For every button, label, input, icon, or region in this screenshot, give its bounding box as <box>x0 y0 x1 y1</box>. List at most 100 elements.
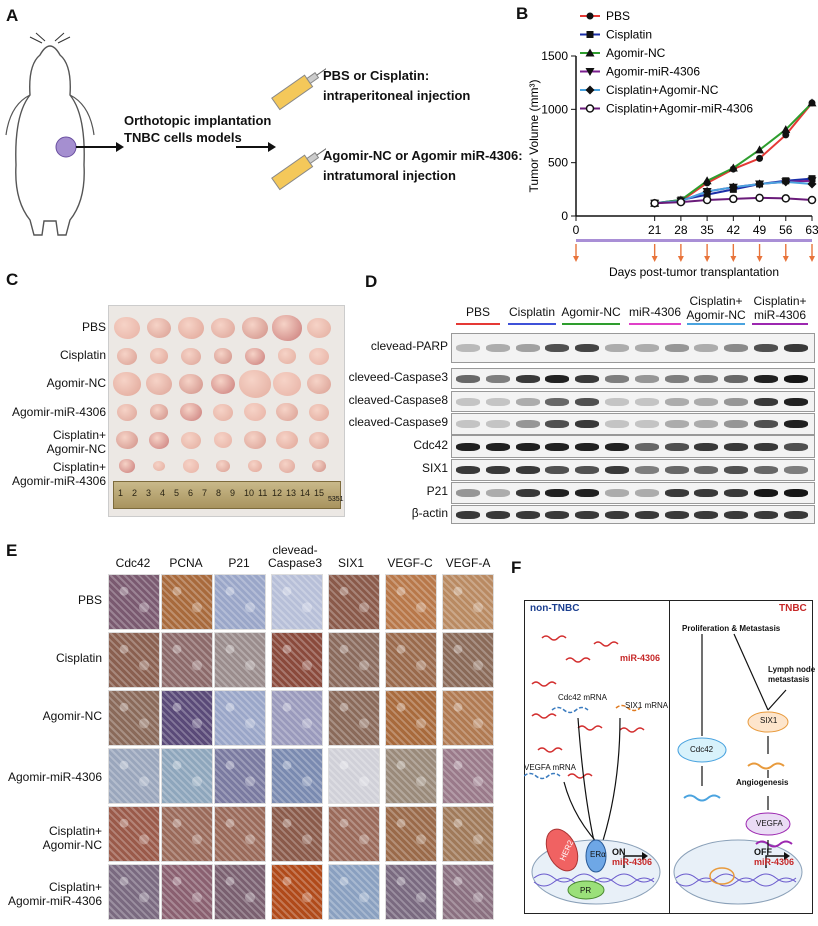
data-point <box>676 197 686 207</box>
treat1-text-1: PBS or Cisplatin: <box>323 68 430 83</box>
legend-entry: Agomir-NC <box>606 46 666 60</box>
blot-band <box>485 510 510 519</box>
f-six1-mrna: SIX1 mRNA <box>625 701 669 710</box>
blot-band <box>515 466 540 474</box>
ihc-image <box>328 806 380 862</box>
tumor-sample <box>244 402 266 422</box>
blot-band <box>485 489 510 497</box>
legend-entry: Cisplatin+Agomir-miR-4306 <box>606 102 753 116</box>
blot-band <box>456 442 480 451</box>
panel-label-e: E <box>6 541 18 560</box>
panel-label-f: F <box>511 558 522 577</box>
blot-band <box>634 442 659 451</box>
y-tick-label: 1000 <box>541 102 568 116</box>
ruler-number: 9 <box>230 488 236 498</box>
data-point <box>702 186 712 196</box>
tumor-sample <box>150 404 168 420</box>
ihc-image <box>271 632 323 688</box>
ruler-number: 13 <box>286 488 297 498</box>
blot-band <box>545 344 570 352</box>
panel-label-a: A <box>6 6 19 25</box>
ihc-image <box>271 574 323 630</box>
panel-label-c: C <box>6 270 19 289</box>
blot-band <box>456 466 480 474</box>
blot-band <box>605 489 629 497</box>
ihc-image <box>161 632 213 688</box>
blot-band <box>754 420 778 428</box>
ihc-image <box>271 864 323 920</box>
x-tick-label: 28 <box>674 223 688 237</box>
blot-group-underline <box>752 323 808 325</box>
blot-band <box>605 374 629 383</box>
blot-band <box>605 466 629 474</box>
y-tick-label: 1500 <box>541 49 568 63</box>
data-point <box>728 182 738 192</box>
data-point <box>728 163 738 172</box>
blot-band <box>605 344 629 352</box>
ruler-number: 10 <box>244 488 255 498</box>
data-point <box>755 145 765 154</box>
ihc-image <box>108 748 160 804</box>
blot-band <box>724 374 749 383</box>
blot-band <box>634 397 659 406</box>
blot-band <box>545 489 570 497</box>
x-tick-label: 21 <box>648 223 662 237</box>
tumor-sample <box>213 403 233 421</box>
tumor-sample <box>180 402 202 422</box>
blot-band <box>783 344 808 352</box>
blot-band <box>694 442 719 451</box>
tumor-sample <box>150 348 168 364</box>
ihc-image <box>161 748 213 804</box>
ruler-number: 11 <box>258 488 268 498</box>
blot-band <box>575 489 600 497</box>
ihc-image <box>442 632 494 688</box>
ihc-image <box>385 806 437 862</box>
blot-band <box>724 420 749 428</box>
legend-entry: Cisplatin+Agomir-NC <box>606 83 719 97</box>
blot-band <box>694 489 719 497</box>
x-tick-label: 42 <box>727 223 741 237</box>
data-point <box>756 154 764 162</box>
e-row-agomir-mir: Agomir-miR-4306 <box>7 770 102 784</box>
f-cdc42: Cdc42 <box>690 745 714 754</box>
f-tnbc-title: TNBC <box>779 603 807 614</box>
e-col-caspase-2: Caspase3 <box>267 556 323 570</box>
ihc-image <box>108 574 160 630</box>
blot-band <box>575 397 600 406</box>
y-tick-label: 0 <box>561 209 568 223</box>
tumor-sample <box>312 460 326 472</box>
injection-arrowhead <box>756 256 763 262</box>
data-point <box>585 48 595 57</box>
ihc-image <box>161 690 213 746</box>
e-row-agomir-nc: Agomir-NC <box>42 709 102 723</box>
blot-row <box>451 368 815 389</box>
x-axis-label: Days post-tumor transplantation <box>609 265 779 279</box>
syringe-icons <box>271 67 326 191</box>
treat2-text-2: intratumoral injection <box>323 168 456 183</box>
blot-band <box>783 466 808 474</box>
ihc-image <box>161 574 213 630</box>
panel-label-d: D <box>365 272 378 291</box>
ihc-image <box>385 864 437 920</box>
f-on-mir: miR-4306 <box>612 857 653 867</box>
ruler-number: 15 <box>314 488 325 498</box>
treat1-text-2: intraperitoneal injection <box>323 88 471 103</box>
blot-band <box>754 344 778 352</box>
data-point <box>586 12 594 20</box>
blot-band <box>664 420 689 428</box>
e-row-cis-mir-1: Cisplatin+ <box>48 880 102 894</box>
data-point <box>585 85 595 95</box>
blot-band <box>515 374 540 383</box>
e-col-pcna: PCNA <box>169 556 203 570</box>
ruler-number: 1 <box>118 488 124 498</box>
implant-text-2: TNBC cells models <box>124 130 242 145</box>
c-row-cis-mir-1: Cisplatin+ <box>52 460 106 474</box>
blot-band <box>456 397 480 406</box>
blot-group-label: miR-4306 <box>628 305 682 319</box>
tumor-sample <box>149 431 169 449</box>
ihc-image <box>328 748 380 804</box>
ihc-image <box>271 748 323 804</box>
data-point <box>702 176 712 185</box>
blot-band <box>605 510 629 519</box>
ihc-image <box>442 806 494 862</box>
